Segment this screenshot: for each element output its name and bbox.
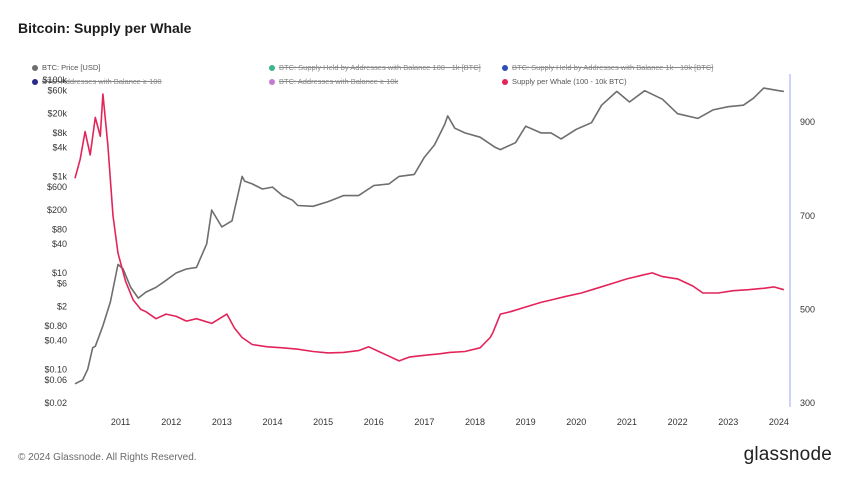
legend-item-supply-100-1k[interactable]: BTC: Supply Held by Addresses with Balan… bbox=[269, 63, 481, 72]
y-left-tick-label: $200 bbox=[47, 205, 67, 215]
y-right-tick-label: 300 bbox=[800, 398, 815, 408]
x-tick-label: 2012 bbox=[161, 417, 181, 427]
supply-per-whale-line bbox=[74, 93, 785, 362]
y-right-tick-label: 500 bbox=[800, 304, 815, 314]
legend-item-addresses-10k[interactable]: BTC: Addresses with Balance ≥ 10k bbox=[269, 77, 398, 86]
y-left-tick-label: $0.06 bbox=[44, 375, 67, 385]
legend-dot-icon bbox=[269, 78, 275, 85]
y-left-tick-label: $1k bbox=[52, 171, 67, 181]
legend-item-addresses-100[interactable]: BTC: Addresses with Balance ≥ 100 bbox=[32, 77, 162, 86]
x-tick-label: 2023 bbox=[718, 417, 738, 427]
y-left-tick-label: $2 bbox=[57, 302, 67, 312]
legend-dot-icon bbox=[32, 78, 38, 85]
legend-dot-icon bbox=[32, 64, 38, 71]
x-tick-label: 2014 bbox=[262, 417, 282, 427]
y-right-tick-label: 900 bbox=[800, 117, 815, 127]
x-tick-label: 2020 bbox=[566, 417, 586, 427]
y-left-tick-label: $0.02 bbox=[44, 398, 67, 408]
y-left-tick-label: $0.80 bbox=[44, 321, 67, 331]
x-tick-label: 2022 bbox=[668, 417, 688, 427]
y-left-tick-label: $80 bbox=[52, 224, 67, 234]
copyright-footer: © 2024 Glassnode. All Rights Reserved. bbox=[18, 452, 197, 463]
x-tick-label: 2015 bbox=[313, 417, 333, 427]
x-tick-label: 2016 bbox=[364, 417, 384, 427]
legend-item-supply-per-whale[interactable]: Supply per Whale (100 - 10k BTC) bbox=[502, 77, 627, 86]
chart-title: Bitcoin: Supply per Whale bbox=[18, 20, 192, 36]
x-tick-label: 2017 bbox=[414, 417, 434, 427]
y-left-tick-label: $0.10 bbox=[44, 364, 67, 374]
y-left-tick-label: $20k bbox=[47, 109, 67, 119]
legend-label: BTC: Addresses with Balance ≥ 10k bbox=[279, 77, 399, 86]
y-left-tick-label: $600 bbox=[47, 182, 67, 192]
y-left-tick-label: $40 bbox=[52, 239, 67, 249]
y-left-tick-label: $4k bbox=[52, 142, 67, 152]
y-left-tick-label: $10 bbox=[52, 268, 67, 278]
x-tick-label: 2019 bbox=[516, 417, 536, 427]
y-left-tick-label: $60k bbox=[47, 86, 67, 96]
legend-dot-icon bbox=[502, 64, 508, 71]
legend-dot-icon bbox=[269, 64, 275, 71]
x-tick-label: 2013 bbox=[212, 417, 232, 427]
legend-label: BTC: Supply Held by Addresses with Balan… bbox=[512, 63, 714, 72]
legend-label: BTC: Price [USD] bbox=[42, 63, 101, 72]
btc-price-line bbox=[74, 87, 785, 385]
y-left-tick-label: $100k bbox=[42, 75, 67, 85]
legend-label: Supply per Whale (100 - 10k BTC) bbox=[512, 77, 627, 86]
x-tick-label: 2011 bbox=[111, 417, 130, 427]
y-left-tick-label: $0.40 bbox=[44, 335, 67, 345]
legend-dot-icon bbox=[502, 78, 508, 85]
x-tick-label: 2018 bbox=[465, 417, 485, 427]
legend-item-supply-1k-10k[interactable]: BTC: Supply Held by Addresses with Balan… bbox=[502, 63, 713, 72]
x-tick-label: 2024 bbox=[769, 417, 789, 427]
legend-item-btc-price[interactable]: BTC: Price [USD] bbox=[32, 63, 100, 72]
legend-label: BTC: Addresses with Balance ≥ 100 bbox=[42, 77, 162, 86]
x-tick-label: 2021 bbox=[617, 417, 637, 427]
legend-label: BTC: Supply Held by Addresses with Balan… bbox=[279, 63, 481, 72]
y-left-tick-label: $6 bbox=[57, 279, 67, 289]
y-left-tick-label: $8k bbox=[52, 128, 67, 138]
glassnode-logo: glassnode bbox=[743, 444, 832, 465]
y-right-tick-label: 700 bbox=[800, 211, 815, 221]
